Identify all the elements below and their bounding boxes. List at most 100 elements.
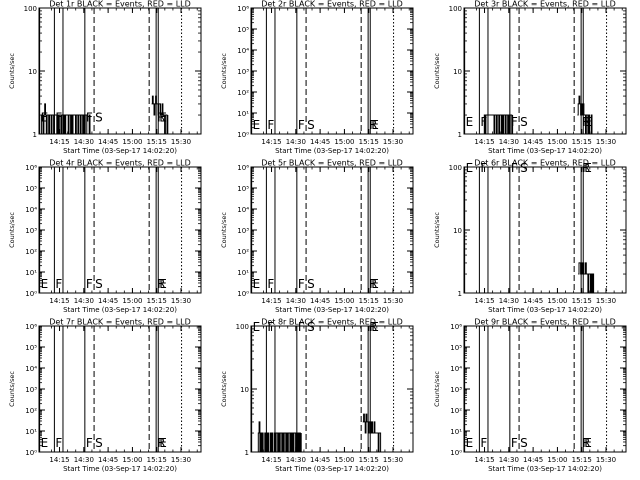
- x-tick-label: 15:30: [171, 138, 191, 146]
- x-axis-label: Start Time (03-Sep-17 14:02:20): [488, 306, 602, 314]
- x-tick-label: 14:45: [98, 297, 118, 305]
- x-tick-label: 15:00: [334, 297, 354, 305]
- y-tick-label: 10⁴: [25, 206, 37, 214]
- detector-panel-8: Det 8r BLACK = Events, RED = LLD 1 10 100 14…: [220, 318, 414, 473]
- y-tick-label: 10¹: [450, 428, 462, 436]
- x-tick-label: 14:45: [98, 138, 118, 146]
- event-marker-label: S: [520, 436, 528, 450]
- x-tick-label: 15:00: [334, 138, 354, 146]
- event-marker-label: R: [369, 320, 377, 334]
- panel-title: Det 4r BLACK = Events, RED = LLD: [49, 159, 191, 168]
- y-tick-label: 1: [33, 131, 37, 139]
- y-tick-label: 10: [453, 68, 462, 76]
- y-tick-label: 10⁶: [25, 323, 37, 331]
- y-tick-label: 10²: [237, 89, 249, 97]
- y-tick-label: 10³: [450, 386, 462, 394]
- event-marker-label: E: [584, 161, 592, 175]
- y-tick-label: 100: [449, 5, 462, 13]
- event-marker-label: E: [371, 118, 379, 132]
- events-series-line: [151, 95, 169, 135]
- y-tick-label: 10⁵: [237, 26, 249, 34]
- x-tick-label: 15:30: [171, 456, 191, 464]
- x-tick-label: 14:15: [474, 456, 494, 464]
- y-tick-label: 100: [236, 323, 249, 331]
- x-tick-label: 14:45: [523, 456, 543, 464]
- y-tick-label: 10¹: [237, 269, 249, 277]
- x-tick-label: 15:15: [572, 297, 592, 305]
- event-marker-label: F: [511, 436, 518, 450]
- x-axis-label: Start Time (03-Sep-17 14:02:20): [63, 147, 177, 155]
- y-tick-label: 1: [458, 131, 462, 139]
- event-marker-label: E: [253, 320, 261, 334]
- x-tick-label: 14:15: [261, 297, 281, 305]
- event-marker-label: E: [253, 118, 261, 132]
- event-marker-label: F: [86, 436, 93, 450]
- y-tick-label: 10⁴: [25, 365, 37, 373]
- event-marker-label: E: [371, 320, 379, 334]
- y-tick-label: 10²: [450, 407, 462, 415]
- x-tick-label: 14:45: [98, 456, 118, 464]
- x-tick-label: 14:45: [310, 138, 330, 146]
- event-marker-label: R: [582, 161, 590, 175]
- y-tick-label: 100: [449, 164, 462, 172]
- events-series-line: [257, 421, 302, 453]
- detector-panel-7: Det 7r BLACK = Events, RED = LLD 10⁰ 10¹ 10…: [8, 318, 202, 473]
- x-tick-label: 14:45: [523, 297, 543, 305]
- x-axis-label: Start Time (03-Sep-17 14:02:20): [275, 147, 389, 155]
- event-marker-label: S: [307, 277, 315, 291]
- event-marker-label: E: [159, 277, 167, 291]
- y-tick-label: 10³: [237, 227, 249, 235]
- event-marker-label: F: [55, 436, 62, 450]
- event-marker-label: F: [267, 118, 274, 132]
- x-tick-label: 15:30: [596, 297, 616, 305]
- x-axis-label: Start Time (03-Sep-17 14:02:20): [275, 306, 389, 314]
- panel-title: Det 9r BLACK = Events, RED = LLD: [474, 318, 616, 327]
- y-tick-label: 10: [453, 227, 462, 235]
- x-tick-label: 14:15: [474, 138, 494, 146]
- x-axis-label: Start Time (03-Sep-17 14:02:20): [275, 465, 389, 473]
- y-tick-label: 10⁴: [237, 47, 249, 55]
- detector-panel-6: Det 6r BLACK = Events, RED = LLD 1 10 100 14…: [433, 159, 627, 314]
- y-tick-label: 10²: [237, 248, 249, 256]
- event-marker-label: S: [520, 115, 528, 129]
- y-tick-label: 10²: [25, 407, 37, 415]
- x-tick-label: 14:15: [261, 138, 281, 146]
- event-marker-label: E: [41, 110, 49, 124]
- detector-panel-3: Det 3r BLACK = Events, RED = LLD 1 10 100 14…: [433, 0, 627, 155]
- event-marker-label: F: [267, 320, 274, 334]
- detector-panel-9: Det 9r BLACK = Events, RED = LLD 10⁰ 10¹ 10…: [433, 318, 627, 473]
- y-axis-label: Counts/sec: [433, 371, 441, 407]
- y-tick-label: 10⁰: [237, 290, 249, 298]
- x-tick-label: 15:30: [383, 297, 403, 305]
- event-marker-label: E: [159, 436, 167, 450]
- event-marker-label: F: [298, 118, 305, 132]
- x-tick-label: 15:15: [572, 456, 592, 464]
- y-tick-label: 10¹: [25, 269, 37, 277]
- y-tick-label: 10⁰: [25, 449, 37, 457]
- event-marker-label: E: [253, 277, 261, 291]
- x-tick-label: 15:00: [334, 456, 354, 464]
- event-marker-label: S: [95, 277, 103, 291]
- x-tick-label: 15:15: [147, 456, 167, 464]
- detector-panel-4: Det 4r BLACK = Events, RED = LLD 10⁰ 10¹ 10…: [8, 159, 202, 314]
- events-series-line: [40, 103, 91, 135]
- y-tick-label: 10¹: [25, 428, 37, 436]
- x-tick-label: 15:15: [147, 297, 167, 305]
- x-tick-label: 14:45: [310, 456, 330, 464]
- x-tick-label: 15:30: [596, 138, 616, 146]
- event-marker-label: S: [95, 110, 103, 124]
- panel-title: Det 7r BLACK = Events, RED = LLD: [49, 318, 191, 327]
- x-tick-label: 14:30: [286, 297, 306, 305]
- events-series-line: [577, 95, 593, 135]
- y-tick-label: 10⁶: [450, 323, 462, 331]
- x-tick-label: 14:30: [499, 138, 519, 146]
- x-axis-label: Start Time (03-Sep-17 14:02:20): [63, 465, 177, 473]
- x-tick-label: 15:00: [547, 138, 567, 146]
- y-tick-label: 10⁶: [25, 164, 37, 172]
- x-tick-label: 14:30: [74, 297, 94, 305]
- x-tick-label: 14:15: [49, 138, 69, 146]
- x-tick-label: 14:15: [261, 456, 281, 464]
- x-tick-label: 14:45: [523, 138, 543, 146]
- event-marker-label: R: [582, 436, 590, 450]
